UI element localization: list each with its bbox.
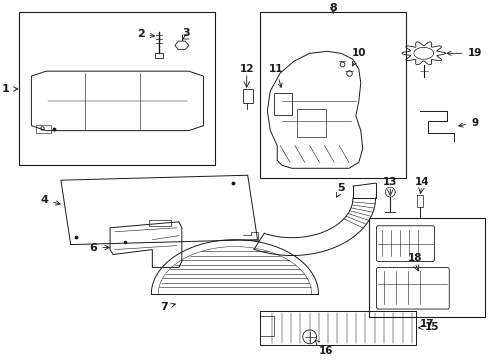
- Bar: [296, 109, 325, 136]
- Text: 16: 16: [315, 341, 333, 356]
- Text: 19: 19: [446, 48, 481, 58]
- Bar: [155, 53, 163, 58]
- Bar: [149, 220, 171, 226]
- Bar: [368, 218, 484, 317]
- Text: 17: 17: [419, 319, 433, 329]
- Text: 2: 2: [137, 30, 154, 40]
- Text: 7: 7: [160, 302, 175, 312]
- Text: 13: 13: [382, 177, 397, 187]
- Text: 15: 15: [418, 322, 438, 332]
- Text: 4: 4: [40, 195, 60, 205]
- Bar: [260, 316, 274, 336]
- Bar: [260, 311, 415, 345]
- Text: 12: 12: [239, 64, 253, 74]
- Bar: [36, 125, 51, 132]
- Text: 5: 5: [336, 183, 344, 197]
- Bar: [260, 12, 405, 178]
- Text: 3: 3: [182, 28, 189, 39]
- Text: 18: 18: [407, 252, 421, 262]
- Bar: [242, 89, 252, 103]
- Bar: [19, 12, 215, 165]
- Text: 10: 10: [351, 48, 366, 66]
- Text: 9: 9: [458, 118, 477, 128]
- Text: 14: 14: [413, 177, 428, 187]
- Bar: [274, 93, 291, 115]
- Text: 1: 1: [2, 84, 18, 94]
- Text: 11: 11: [268, 64, 283, 87]
- Text: 8: 8: [329, 3, 336, 13]
- Text: 6: 6: [89, 243, 109, 253]
